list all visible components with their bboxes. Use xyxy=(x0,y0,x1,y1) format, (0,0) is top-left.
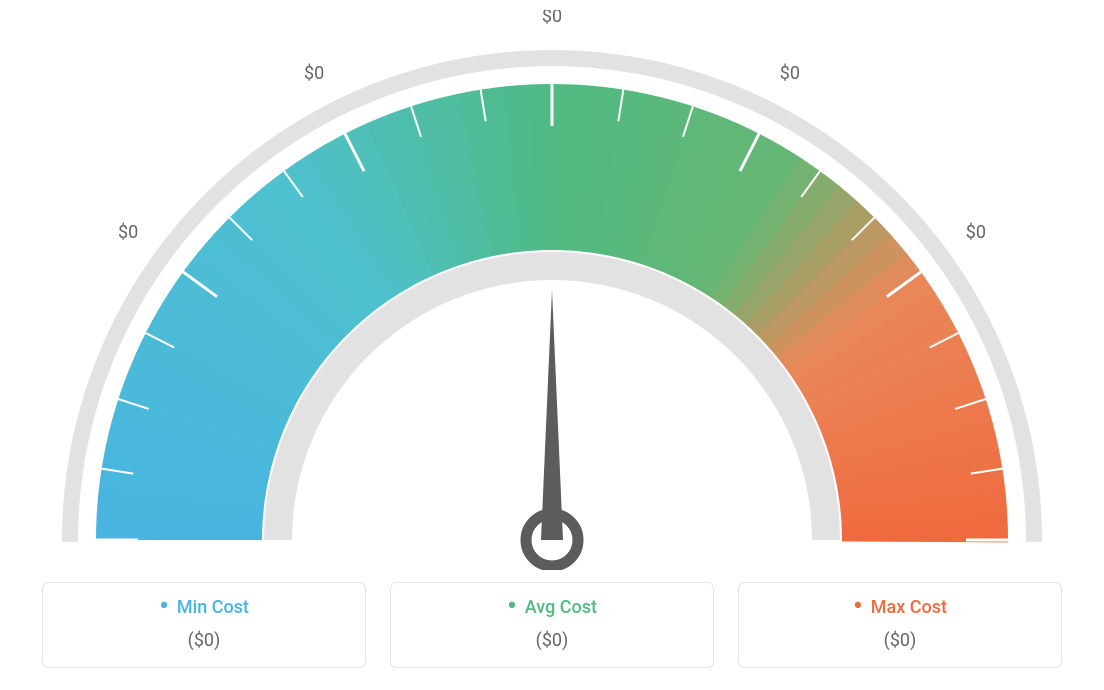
legend-avg-label: Avg Cost xyxy=(507,597,597,618)
svg-text:$0: $0 xyxy=(304,63,324,84)
cost-gauge-chart: $0$0$0$0$0$0$0 Min Cost ($0) Avg Cost ($… xyxy=(0,0,1104,690)
legend-max-value: ($0) xyxy=(749,630,1051,651)
legend-card-avg: Avg Cost ($0) xyxy=(390,582,714,669)
legend-max-label: Max Cost xyxy=(853,597,947,618)
svg-text:$0: $0 xyxy=(966,222,986,243)
legend-row: Min Cost ($0) Avg Cost ($0) Max Cost ($0… xyxy=(42,582,1062,669)
gauge-svg: $0$0$0$0$0$0$0 xyxy=(52,10,1052,570)
legend-min-label: Min Cost xyxy=(159,597,249,618)
legend-card-min: Min Cost ($0) xyxy=(42,582,366,669)
legend-card-max: Max Cost ($0) xyxy=(738,582,1062,669)
gauge-area: $0$0$0$0$0$0$0 xyxy=(52,10,1052,570)
legend-min-value: ($0) xyxy=(53,630,355,651)
svg-text:$0: $0 xyxy=(542,10,562,27)
svg-text:$0: $0 xyxy=(780,63,800,84)
svg-text:$0: $0 xyxy=(118,222,138,243)
legend-avg-value: ($0) xyxy=(401,630,703,651)
